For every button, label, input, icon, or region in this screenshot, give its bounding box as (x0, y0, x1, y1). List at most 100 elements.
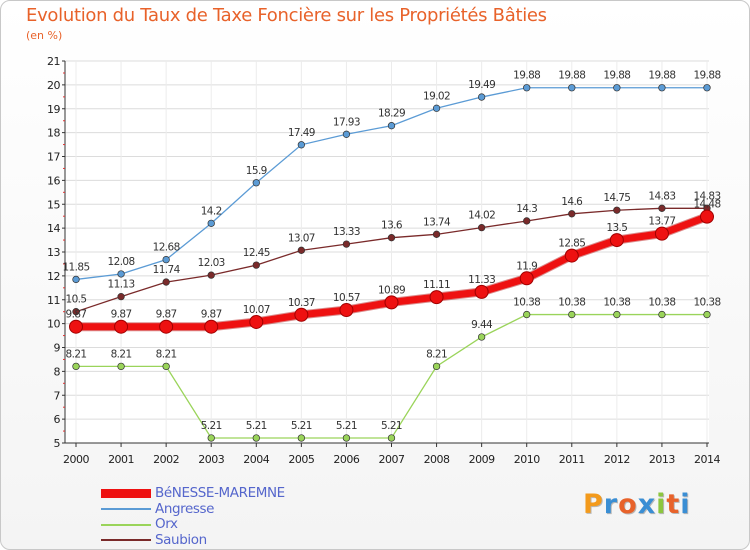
data-label: 19.02 (423, 90, 450, 102)
chart-legend: BéNESSE-MAREMNE Angresse Orx Saubion (101, 486, 285, 548)
data-point (162, 362, 170, 371)
data-label: 19.88 (603, 70, 630, 82)
data-label: 10.38 (693, 297, 720, 309)
logo-letter: o (618, 489, 638, 520)
data-label: 11.13 (108, 279, 135, 291)
data-point (613, 206, 621, 214)
data-label: 8.21 (156, 348, 177, 360)
chart-title: Evolution du Taux de Taxe Foncière sur l… (26, 5, 547, 26)
data-label: 17.49 (288, 127, 315, 139)
data-point (117, 292, 125, 301)
y-tick-label: 5 (54, 437, 61, 450)
data-point (342, 434, 351, 442)
data-point (703, 84, 711, 92)
data-label: 8.21 (66, 348, 87, 360)
data-point (72, 308, 80, 316)
data-point (297, 246, 306, 254)
data-label: 10.5 (66, 294, 87, 306)
data-label: 14.75 (603, 192, 630, 204)
data-point (69, 319, 83, 334)
legend-label: Saubion (155, 531, 207, 548)
data-label: 11.85 (62, 261, 89, 273)
data-label: 8.21 (426, 348, 447, 360)
data-label: 13.74 (423, 216, 451, 228)
data-point (114, 319, 129, 334)
data-point (162, 255, 170, 264)
data-label: 18.29 (378, 108, 405, 120)
data-point (523, 84, 531, 92)
data-label: 12.08 (108, 256, 135, 268)
y-tick-label: 9 (54, 342, 61, 355)
logo-letter: r (603, 489, 619, 520)
data-point (654, 226, 669, 241)
x-tick-label: 2012 (604, 453, 630, 466)
data-label: 9.87 (111, 309, 132, 321)
data-label: 9.44 (471, 319, 493, 331)
y-tick-label: 18 (47, 127, 60, 140)
data-label: 10.38 (603, 297, 630, 309)
data-point (474, 284, 489, 299)
x-tick-label: 2001 (108, 453, 134, 466)
data-label: 13.07 (288, 232, 315, 244)
legend-item: Orx (101, 517, 285, 533)
data-point (72, 275, 80, 284)
data-label: 9.87 (201, 309, 222, 321)
data-label: 5.21 (381, 420, 402, 432)
data-point (204, 319, 219, 334)
series-benesse-maremne: 9.87 9.87 9.87 9.87 10.07 10.37 10.57 10.89 11.1… (66, 199, 721, 334)
data-point (207, 271, 215, 279)
y-tick-label: 19 (47, 103, 60, 116)
legend-swatch (101, 508, 151, 511)
data-point (297, 434, 306, 442)
x-tick-labels: 2000 2001 2002 2003 2004 2005 2006 2007 2008 2009… (63, 443, 721, 466)
legend-item: BéNESSE-MAREMNE (101, 486, 285, 502)
y-tick-label: 7 (54, 389, 61, 402)
logo-letter: t (666, 489, 681, 520)
data-label: 10.38 (648, 297, 675, 309)
data-label: 13.6 (381, 220, 403, 232)
logo-letter: x (637, 489, 657, 520)
data-label: 19.49 (468, 79, 495, 91)
data-point (159, 319, 174, 334)
data-label: 13.77 (648, 216, 675, 228)
data-label: 12.45 (243, 247, 270, 259)
data-point (477, 333, 486, 341)
y-tick-label: 15 (47, 198, 60, 211)
y-tick-label: 11 (47, 294, 60, 307)
series-saubion: 10.5 11.13 11.74 12.03 12.45 13.07 13.33 13.6 13… (66, 190, 721, 316)
series-orx: 8.21 8.21 8.21 5.21 5.21 5.21 5.21 5.21 8.21 9.44… (66, 297, 721, 442)
y-tick-label: 20 (47, 79, 60, 92)
data-label: 19.88 (693, 70, 720, 82)
data-label: 14.2 (201, 205, 222, 217)
data-point (568, 210, 576, 218)
data-label: 14.83 (693, 190, 720, 202)
data-label: 11.9 (516, 260, 537, 272)
x-tick-label: 2009 (469, 453, 495, 466)
data-point (162, 278, 170, 286)
y-tick-label: 8 (54, 365, 61, 378)
data-label: 14.6 (561, 196, 583, 208)
data-point (658, 204, 666, 212)
x-tick-label: 2014 (694, 453, 720, 466)
legend-label: BéNESSE-MAREMNE (155, 485, 285, 502)
logo-letter: i (680, 489, 691, 520)
data-point (523, 217, 531, 225)
data-point (432, 362, 441, 371)
data-point (519, 271, 534, 286)
data-point (432, 230, 441, 238)
data-label: 5.21 (336, 420, 357, 432)
data-label: 11.74 (153, 264, 181, 276)
legend-label: Orx (155, 516, 178, 533)
data-point (429, 290, 444, 305)
series-angresse: 11.85 12.08 12.68 14.2 15.9 17.49 17.93 18.29 19… (62, 70, 721, 284)
data-point (342, 240, 351, 248)
data-point (339, 303, 354, 318)
data-point (117, 270, 125, 278)
x-tick-label: 2005 (288, 453, 314, 466)
data-point (523, 310, 531, 319)
x-tick-label: 2013 (649, 453, 675, 466)
data-label: 14.48 (693, 199, 720, 211)
data-point (658, 310, 666, 319)
data-label: 19.88 (513, 70, 540, 82)
data-point (207, 434, 215, 442)
